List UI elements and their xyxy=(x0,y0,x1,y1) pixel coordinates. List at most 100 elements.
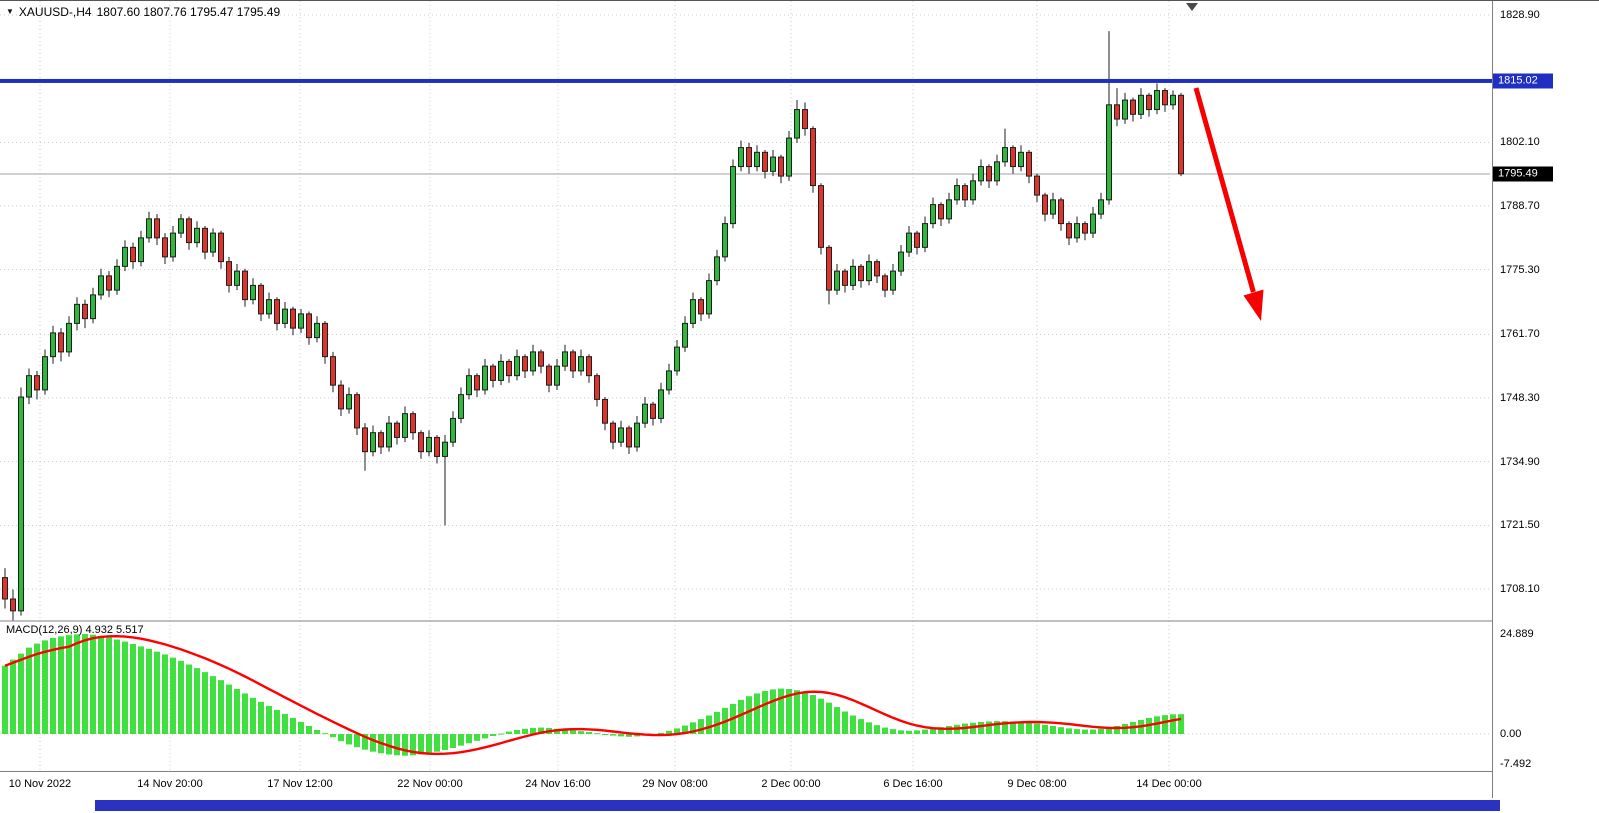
macd-histogram-bar xyxy=(866,722,872,734)
bull-candle-body xyxy=(850,265,856,286)
bull-candle-body xyxy=(1106,104,1112,201)
bear-candle-body xyxy=(586,356,592,377)
candlestick-chart-canvas[interactable] xyxy=(0,1,1492,771)
macd-histogram-bar xyxy=(2,665,8,734)
bull-candle-body xyxy=(170,232,176,258)
horizontal-scrollbar-thumb[interactable] xyxy=(95,800,1500,811)
symbol-dropdown-icon[interactable]: ▼ xyxy=(6,7,14,16)
resistance-line[interactable] xyxy=(0,78,1492,83)
bull-candle-body xyxy=(1098,199,1104,215)
bull-candle-body xyxy=(1002,147,1008,163)
bull-candle-body xyxy=(50,332,56,358)
macd-histogram-bar xyxy=(394,734,400,756)
bear-candle-body xyxy=(434,436,440,457)
macd-histogram-bar xyxy=(42,640,48,734)
down-arrow-head-icon[interactable] xyxy=(1243,289,1264,322)
down-arrow-shaft[interactable] xyxy=(1193,87,1256,293)
macd-histogram-bar xyxy=(610,734,616,736)
macd-histogram-bar xyxy=(154,651,160,734)
macd-histogram-bar xyxy=(738,699,744,734)
bear-candle-body xyxy=(290,308,296,329)
macd-histogram-bar xyxy=(362,734,368,750)
macd-histogram-bar xyxy=(242,693,248,734)
chart-shift-marker-icon[interactable] xyxy=(1186,3,1198,11)
price-axis-label: 1761.70 xyxy=(1500,328,1540,341)
bull-candle-body xyxy=(98,275,104,296)
bear-candle-body xyxy=(962,185,968,201)
bull-candle-body xyxy=(866,261,872,282)
macd-histogram-bar xyxy=(410,734,416,756)
bear-candle-body xyxy=(354,394,360,429)
bull-candle-body xyxy=(210,232,216,253)
macd-histogram-bar xyxy=(682,725,688,734)
macd-histogram-bar xyxy=(850,715,856,734)
bull-candle-body xyxy=(770,156,776,172)
bear-candle-body xyxy=(986,166,992,182)
macd-histogram-bar xyxy=(146,648,152,734)
bear-candle-body xyxy=(914,232,920,248)
bear-candle-body xyxy=(626,427,632,448)
macd-histogram-bar xyxy=(818,698,824,734)
bull-candle-body xyxy=(298,313,304,329)
bear-candle-body xyxy=(378,432,384,448)
time-axis[interactable]: 10 Nov 2022 14 Nov 20:00 17 Nov 12:00 22 No… xyxy=(0,771,1492,798)
bear-candle-body xyxy=(610,422,616,443)
macd-histogram-bar xyxy=(482,734,488,739)
bull-candle-body xyxy=(266,299,272,315)
bear-candle-body xyxy=(650,403,656,419)
bull-candle-body xyxy=(514,356,520,377)
bull-candle-body xyxy=(898,251,904,272)
macd-histogram-bar xyxy=(426,734,432,754)
macd-histogram-bar xyxy=(770,689,776,734)
bear-candle-body xyxy=(218,232,224,263)
macd-histogram-bar xyxy=(538,727,544,734)
ohlc-values: 1807.60 1807.76 1795.47 1795.49 xyxy=(96,5,281,19)
bear-candle-body xyxy=(154,218,160,239)
macd-histogram-bar xyxy=(1178,714,1184,734)
bull-candle-body xyxy=(1154,90,1160,111)
macd-scale-label: -7.492 xyxy=(1500,758,1532,771)
bull-candle-body xyxy=(978,166,984,182)
macd-histogram-bar xyxy=(1050,725,1056,734)
bull-candle-body xyxy=(1090,213,1096,234)
time-axis-label: 22 Nov 00:00 xyxy=(397,778,463,790)
macd-histogram-bar xyxy=(282,713,288,734)
macd-histogram-bar xyxy=(602,734,608,735)
bear-candle-body xyxy=(1162,90,1168,106)
time-axis-label: 2 Dec 00:00 xyxy=(761,778,821,790)
bull-candle-body xyxy=(178,218,184,234)
price-axis-label: 1748.30 xyxy=(1500,391,1540,404)
macd-histogram-bar xyxy=(178,660,184,734)
bear-candle-body xyxy=(1010,147,1016,168)
price-axis-label: 1802.10 xyxy=(1500,136,1540,149)
bear-candle-body xyxy=(474,375,480,391)
price-axis[interactable]: 1828.90 1802.10 1788.70 1775.30 1761.70 1748.… xyxy=(1492,1,1599,798)
price-axis-label: 1721.50 xyxy=(1500,519,1540,532)
macd-histogram-bar xyxy=(618,734,624,737)
macd-histogram-bar xyxy=(530,727,536,734)
macd-histogram-bar xyxy=(90,634,96,734)
bull-candle-body xyxy=(754,151,760,168)
macd-histogram-bar xyxy=(634,734,640,737)
bull-candle-body xyxy=(122,246,128,267)
macd-histogram-bar xyxy=(162,654,168,734)
bull-candle-body xyxy=(482,365,488,391)
macd-histogram-bar xyxy=(434,734,440,752)
bull-candle-body xyxy=(674,346,680,372)
bear-candle-body xyxy=(226,261,232,286)
macd-histogram-bar xyxy=(130,643,136,734)
bull-candle-body xyxy=(530,351,536,372)
bull-candle-body xyxy=(66,322,72,353)
macd-histogram-bar xyxy=(26,647,32,734)
macd-histogram-bar xyxy=(298,721,304,734)
bull-candle-body xyxy=(250,284,256,301)
bear-candle-body xyxy=(1082,223,1088,234)
bear-candle-body xyxy=(858,265,864,282)
macd-histogram-bar xyxy=(194,668,200,734)
time-axis-label: 10 Nov 2022 xyxy=(8,778,72,790)
bull-candle-body xyxy=(578,356,584,372)
time-axis-label: 14 Nov 20:00 xyxy=(137,778,203,790)
bear-candle-body xyxy=(58,332,64,353)
bull-candle-body xyxy=(554,365,560,386)
